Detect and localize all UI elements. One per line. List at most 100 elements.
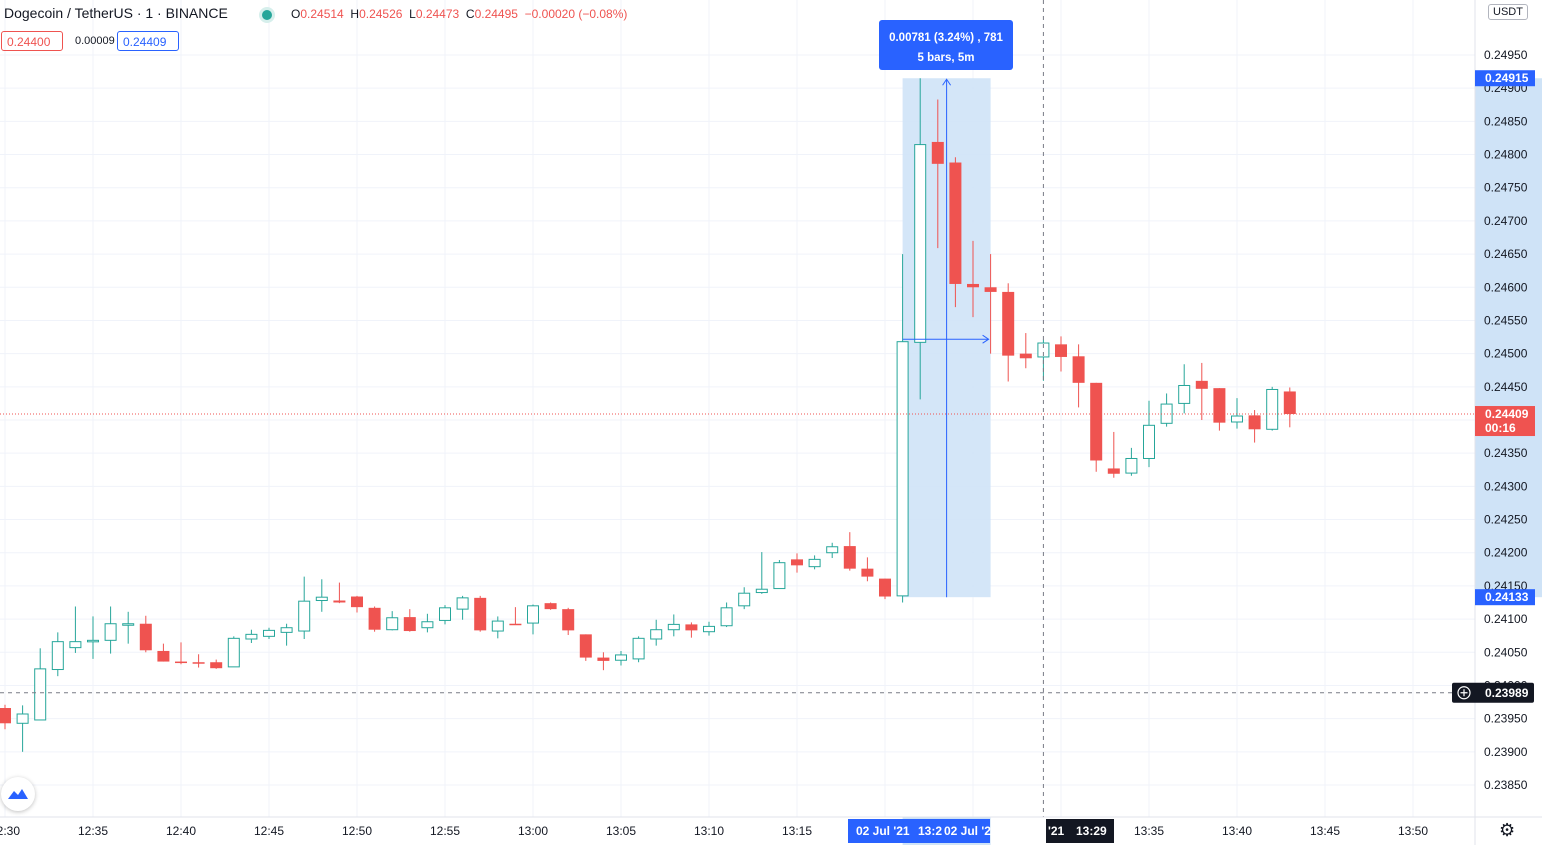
sell-price-button[interactable]: 0.24400 — [1, 31, 63, 51]
candle — [1160, 393, 1173, 427]
price-tick-label: 0.24500 — [1484, 347, 1528, 361]
price-tick-label: 0.24350 — [1484, 446, 1528, 460]
candle — [667, 614, 680, 637]
currency-button[interactable]: USDT — [1488, 4, 1528, 20]
candle — [967, 240, 979, 318]
price-tick-label: 0.24850 — [1484, 114, 1528, 128]
gear-icon[interactable]: ⚙ — [1499, 820, 1516, 840]
candle — [703, 621, 715, 636]
candle-body-down — [949, 162, 962, 284]
crosshair-price-bg — [1452, 682, 1534, 703]
candle — [509, 607, 522, 626]
time-tick-label: 13:45 — [1310, 824, 1340, 838]
ohlc-legend: O0.24514 H0.24526 L0.24473 C0.24495 −0.0… — [291, 7, 627, 21]
time-tick-label: 12:30 — [0, 824, 20, 838]
price-tick-label: 0.24100 — [1484, 612, 1528, 626]
candle-body-down — [685, 624, 698, 631]
candle — [1090, 382, 1103, 472]
candle-body-down — [843, 546, 856, 569]
crosshair-date-label: '21 — [1048, 824, 1065, 838]
candle-body-down — [157, 650, 170, 662]
candle-body-up — [1037, 342, 1050, 358]
candle-body-down — [139, 623, 152, 651]
time-tick-label: 12:45 — [254, 824, 284, 838]
measure-bars: 5 bars, 5m — [917, 52, 975, 64]
candle-body-down — [333, 600, 346, 603]
symbol-title[interactable]: Dogecoin / TetherUS · 1 · BINANCE — [4, 5, 228, 21]
candle-body-down — [1195, 380, 1208, 389]
candle-body-up — [87, 639, 99, 643]
candle-body-down — [879, 578, 891, 597]
candle-body-down — [861, 568, 874, 577]
candle — [34, 648, 47, 721]
candle-body-down — [579, 634, 592, 658]
price-tick-label: 0.24650 — [1484, 247, 1528, 261]
candle-body-down — [1283, 391, 1296, 415]
close-label: C — [465, 7, 475, 21]
candle-body-down — [967, 283, 979, 288]
candle — [439, 605, 451, 625]
last-price-label: 0.24409 — [1485, 407, 1529, 421]
candle — [562, 607, 575, 636]
candle — [1019, 333, 1032, 369]
last-price-label-bg — [1475, 406, 1535, 437]
time-tick-label: 13:35 — [1134, 824, 1164, 838]
candle — [579, 634, 592, 661]
candle-body-down — [1107, 468, 1120, 474]
measure-start-time-label: 13:2 — [918, 824, 942, 838]
candle — [1002, 283, 1015, 382]
candle-body-down — [1055, 344, 1067, 357]
candle-body-up — [227, 637, 240, 668]
plus-circle-icon — [1457, 686, 1471, 700]
candle — [931, 99, 944, 249]
candle — [685, 622, 698, 638]
candle — [1072, 344, 1085, 408]
candle-body-down — [509, 623, 522, 626]
candle-body-down — [403, 617, 416, 632]
candle — [122, 611, 135, 644]
candle — [192, 654, 205, 668]
price-tick-label: 0.24700 — [1484, 214, 1528, 228]
change-value: −0.00020 (−0.08%) — [524, 7, 628, 21]
candle — [263, 627, 275, 639]
candle-body-up — [1143, 424, 1155, 459]
candle-body-down — [544, 603, 557, 610]
measure-arrow-head — [982, 334, 990, 344]
candle — [843, 532, 856, 571]
candle-body-up — [122, 623, 135, 626]
measure-change: 0.00781 (3.24%) , 781 — [889, 32, 1003, 44]
price-tick-label: 0.23850 — [1484, 778, 1528, 792]
candle — [720, 602, 733, 628]
measure-start-price-label: 0.24133 — [1485, 590, 1529, 604]
candle — [491, 616, 504, 639]
candle-body-up — [491, 620, 504, 632]
buy-price-button[interactable]: 0.24409 — [117, 31, 179, 51]
candle-body-up — [104, 623, 117, 641]
price-tick-label: 0.24800 — [1484, 148, 1528, 162]
candle — [368, 606, 381, 632]
candle — [632, 636, 645, 663]
measure-end-time-label: 13:25 — [1006, 824, 1037, 838]
tradingview-logo-icon[interactable] — [1, 777, 35, 811]
time-tick-label: 13:00 — [518, 824, 548, 838]
candle — [597, 652, 610, 671]
candle — [474, 595, 487, 632]
candle — [826, 542, 839, 559]
candle-body-up — [315, 596, 328, 602]
candle-body-down — [791, 559, 803, 566]
candle — [104, 606, 117, 654]
high-label: H — [350, 7, 360, 21]
time-tick-label: 13:05 — [606, 824, 636, 838]
time-tick-label: 13:15 — [782, 824, 812, 838]
open-label: O — [291, 7, 301, 21]
candle — [1125, 447, 1138, 476]
candle — [949, 157, 962, 308]
candle-body-up — [1125, 457, 1138, 474]
candle — [1178, 364, 1191, 414]
candle-body-up — [650, 629, 663, 640]
time-tick-label: 12:55 — [430, 824, 460, 838]
close-value: 0.24495 — [474, 7, 518, 21]
time-tick-label: 12:40 — [166, 824, 196, 838]
crosshair-time-label: 13:29 — [1076, 824, 1107, 838]
